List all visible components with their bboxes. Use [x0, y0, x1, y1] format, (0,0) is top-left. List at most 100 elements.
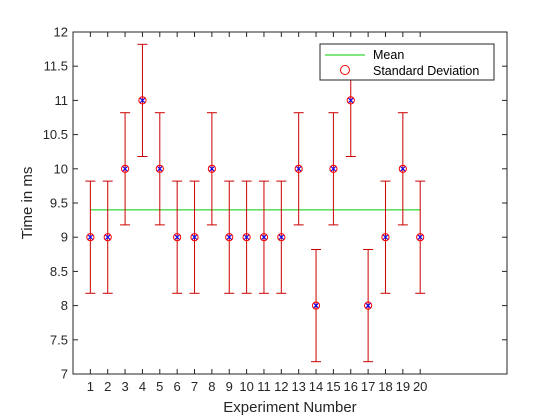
x-tick-label: 11 — [257, 379, 271, 394]
x-tick-label: 18 — [378, 379, 392, 394]
x-tick-label: 7 — [191, 379, 198, 394]
data-point — [364, 301, 373, 310]
data-point-cross — [208, 165, 215, 172]
data-point-cross — [191, 234, 198, 241]
y-tick-label: 10 — [54, 161, 68, 176]
data-point-cross — [174, 234, 181, 241]
y-tick-label: 11 — [55, 93, 69, 108]
data-point-circle — [207, 164, 216, 173]
data-point-circle — [311, 301, 321, 310]
x-tick-label: 1 — [87, 379, 94, 394]
data-point-cross — [139, 97, 146, 104]
data-point — [86, 233, 95, 242]
legend-label-std: Standard Deviation — [373, 64, 479, 78]
data-point-cross — [295, 165, 302, 172]
data-point — [416, 233, 425, 242]
data-point-circle — [416, 233, 425, 242]
data-point-cross — [347, 97, 354, 104]
data-point-cross — [365, 302, 372, 309]
data-point-cross — [312, 302, 320, 309]
y-tick-label: 12 — [54, 25, 68, 40]
x-tick-label: 3 — [121, 379, 128, 394]
data-point — [225, 233, 234, 242]
data-point-circle — [173, 233, 182, 242]
data-point — [103, 233, 112, 242]
data-point — [259, 233, 269, 242]
data-point-circle — [364, 301, 373, 310]
data-point-circle — [225, 233, 234, 242]
y-tick-label: 7 — [61, 367, 68, 382]
data-point — [155, 164, 164, 173]
data-point — [346, 96, 355, 105]
data-point-cross — [243, 234, 250, 241]
data-point — [120, 164, 130, 173]
x-tick-label: 4 — [139, 379, 146, 394]
data-point-circle — [103, 233, 112, 242]
data-point-circle — [346, 96, 355, 105]
data-point — [173, 233, 182, 242]
data-point — [190, 233, 199, 242]
data-point-cross — [278, 234, 285, 241]
data-point-cross — [417, 234, 424, 241]
data-point — [138, 96, 147, 105]
y-tick-label: 8 — [61, 298, 68, 313]
data-point — [294, 164, 303, 173]
data-point-circle — [190, 233, 199, 242]
x-tick-label: 15 — [326, 379, 340, 394]
data-point-circle — [259, 233, 269, 242]
x-tick-label: 14 — [309, 379, 323, 394]
data-point-circle — [277, 233, 286, 242]
data-point-cross — [330, 165, 337, 172]
x-tick-label: 17 — [361, 379, 375, 394]
data-point — [398, 164, 407, 173]
legend-std-swatch — [340, 65, 350, 75]
y-tick-label: 8.5 — [50, 264, 68, 279]
data-point-cross — [260, 234, 268, 241]
y-axis: 7 7.5 8 8.5 9 9.5 10 10.5 11 11.5 12 — [43, 25, 507, 382]
y-tick-label: 11.5 — [44, 59, 68, 74]
data-point-circle — [138, 96, 147, 105]
data-point-circle — [329, 164, 338, 173]
x-tick-label: 5 — [156, 379, 163, 394]
x-tick-label: 20 — [413, 379, 427, 394]
x-axis-label: Experiment Number — [223, 399, 356, 416]
plot-area — [72, 31, 508, 375]
x-tick-label: 9 — [226, 379, 233, 394]
data-point-circle — [381, 233, 390, 242]
data-point — [381, 233, 390, 242]
data-point — [242, 233, 251, 242]
data-point-cross — [399, 165, 406, 172]
data-point-circle — [398, 164, 407, 173]
y-tick-label: 10.5 — [43, 127, 68, 142]
data-point — [277, 233, 286, 242]
data-point-cross — [121, 165, 129, 172]
x-tick-label: 13 — [291, 379, 305, 394]
y-tick-label: 9 — [61, 230, 68, 245]
x-tick-label: 8 — [208, 379, 215, 394]
data-point-cross — [104, 234, 111, 241]
data-point-cross — [156, 165, 163, 172]
data-point-circle — [86, 233, 95, 242]
data-point — [329, 164, 338, 173]
y-tick-label: 9.5 — [50, 196, 68, 211]
data-point-cross — [87, 234, 94, 241]
x-tick-label: 16 — [344, 379, 358, 394]
data-point-circle — [120, 164, 130, 173]
data-point-cross — [382, 234, 389, 241]
data-point-circle — [294, 164, 303, 173]
y-tick-label: 7.5 — [50, 332, 68, 347]
legend-box — [319, 43, 495, 81]
legend-label-mean: Mean — [373, 48, 404, 62]
y-axis-label: Time in ms — [19, 167, 36, 240]
x-axis: 1 2 3 4 5 6 7 8 9 10 11 12 13 14 15 16 17 18 19 20 — [87, 32, 427, 394]
x-tick-label: 10 — [239, 379, 253, 394]
data-markers — [86, 96, 425, 310]
legend: Mean Standard Deviation — [319, 43, 495, 81]
x-tick-label: 12 — [274, 379, 288, 394]
data-point — [207, 164, 216, 173]
data-point-circle — [242, 233, 251, 242]
data-point-cross — [226, 234, 233, 241]
x-tick-label: 19 — [396, 379, 410, 394]
x-tick-label: 2 — [104, 379, 111, 394]
